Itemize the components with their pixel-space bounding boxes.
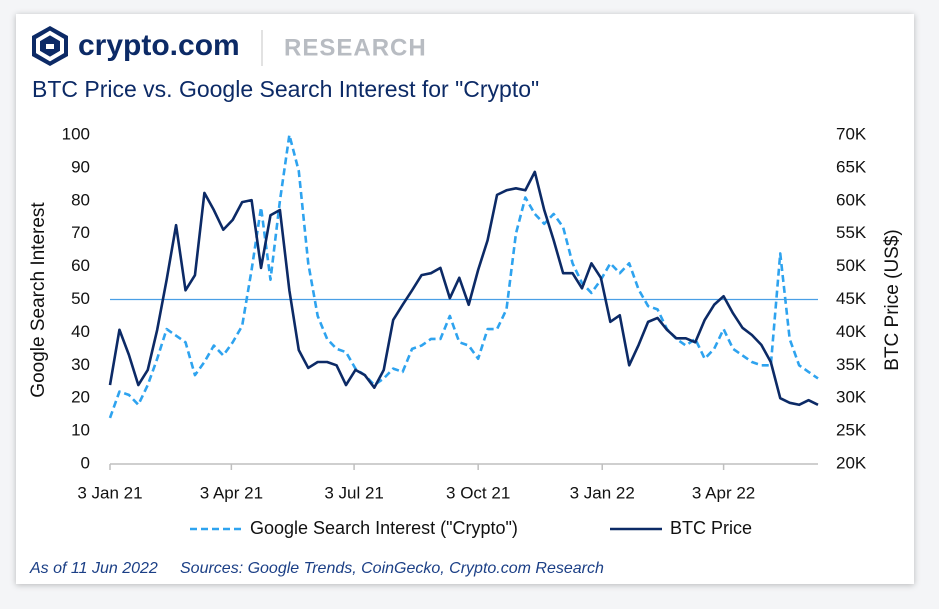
y2-tick-label: 70K bbox=[836, 124, 867, 143]
y-tick-label: 10 bbox=[71, 421, 90, 440]
y2-tick-label: 35K bbox=[836, 355, 867, 374]
series-line bbox=[108, 170, 819, 407]
y2-tick-label: 25K bbox=[836, 421, 867, 440]
y-tick-label: 70 bbox=[71, 223, 90, 242]
y-tick-label: 60 bbox=[71, 256, 90, 275]
x-tick-label: 3 Jan 21 bbox=[77, 483, 142, 502]
y-tick-label: 30 bbox=[71, 355, 90, 374]
x-tick-label: 3 Jan 22 bbox=[570, 483, 635, 502]
footnote-date: As of 11 Jun 2022 bbox=[29, 560, 158, 577]
logo-icon bbox=[32, 26, 68, 66]
y2-tick-label: 60K bbox=[836, 190, 867, 209]
x-tick-label: 3 Apr 21 bbox=[200, 483, 263, 502]
chart-title: BTC Price vs. Google Search Interest for… bbox=[32, 76, 539, 102]
y2-tick-label: 45K bbox=[836, 289, 867, 308]
x-tick-label: 3 Jul 21 bbox=[324, 483, 384, 502]
legend-label: Google Search Interest ("Crypto") bbox=[250, 518, 518, 538]
y2-tick-label: 50K bbox=[836, 256, 867, 275]
y2-tick-label: 55K bbox=[836, 223, 867, 242]
y2-tick-label: 40K bbox=[836, 322, 867, 341]
y-tick-label: 20 bbox=[71, 388, 90, 407]
y-tick-label: 80 bbox=[71, 190, 90, 209]
y2-axis-label: BTC Price (US$) bbox=[882, 229, 903, 370]
footnote-sources: Sources: Google Trends, CoinGecko, Crypt… bbox=[180, 560, 604, 577]
section: RESEARCH bbox=[284, 34, 427, 61]
y-tick-label: 40 bbox=[71, 322, 90, 341]
y-tick-label: 0 bbox=[81, 453, 90, 472]
series-line bbox=[108, 133, 819, 419]
y2-tick-label: 20K bbox=[836, 453, 867, 472]
y2-tick-label: 30K bbox=[836, 388, 867, 407]
legend-label: BTC Price bbox=[670, 518, 752, 538]
y2-tick-label: 65K bbox=[836, 157, 867, 176]
y-tick-label: 90 bbox=[71, 157, 90, 176]
brand: crypto.com bbox=[78, 29, 240, 62]
y-tick-label: 50 bbox=[71, 289, 90, 308]
y-axis-label: Google Search Interest bbox=[28, 202, 49, 398]
x-tick-label: 3 Oct 21 bbox=[446, 483, 510, 502]
y-tick-label: 100 bbox=[62, 124, 90, 143]
x-tick-label: 3 Apr 22 bbox=[692, 483, 755, 502]
